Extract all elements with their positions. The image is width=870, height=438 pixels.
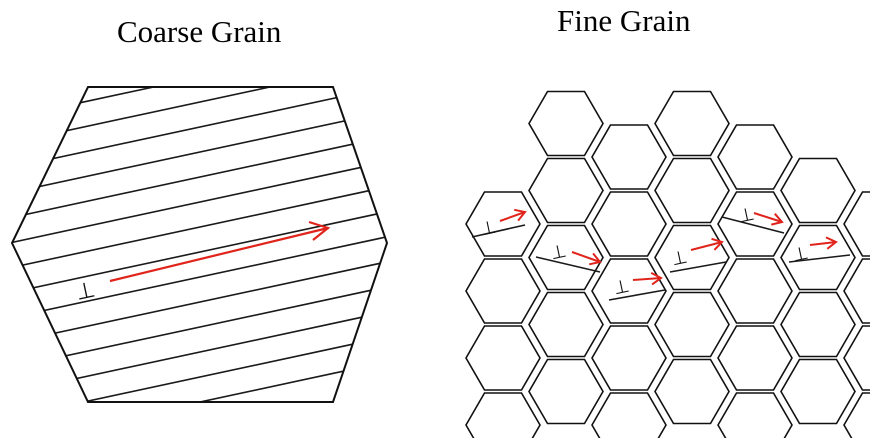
grain-cell [528,224,604,291]
slip-arrow-head [825,236,838,250]
grain-cell [780,358,856,425]
grain-cell [528,90,604,157]
slip-arrow-head [514,208,527,222]
slip-line [669,261,727,273]
slip-line [12,87,387,171]
fine-grain-title: Fine Grain [557,3,691,38]
slip-line [721,216,785,234]
grain-cell [654,358,730,425]
slip-arrow [690,241,723,251]
coarse-grain-boundary [10,86,389,403]
grain-cell [717,392,793,438]
dislocation-symbol: ⊥ [549,241,569,265]
grain-cell [780,224,856,291]
grain-cell [717,325,793,391]
coarse-grain: ⊥ [10,86,389,403]
slip-arrow [809,241,837,246]
grain-cell [843,258,870,324]
grain-cell [591,392,667,438]
grain-cell [717,191,793,257]
coarse-slip-lines [12,87,387,402]
slip-arrow-head [588,252,602,266]
grain-cell [654,291,730,358]
slip-line [12,133,387,221]
slip-line [471,224,526,238]
slip-line [12,333,387,402]
grain-cell [843,325,870,391]
slip-line [12,183,387,271]
coarse-grain-title: Coarse Grain [117,14,282,49]
slip-arrow-head [771,213,784,226]
grain-cell [654,90,730,157]
grain-cell [843,191,870,257]
grain-cell [465,392,541,438]
grain-cell [465,325,541,391]
grain-cell [591,258,667,324]
slip-line [12,358,387,402]
fine-grain: ⊥ ⊥ ⊥ ⊥ ⊥ ⊥ [465,90,870,438]
slip-line [535,256,601,273]
slip-arrow [753,212,783,223]
slip-arrow [499,211,526,222]
grain-cell [780,157,856,224]
dislocation-symbol: ⊥ [74,277,98,305]
grain-cell [717,258,793,324]
grain-cell [591,191,667,257]
grain-cell [654,157,730,224]
slip-line [788,254,851,263]
grain-cell [780,291,856,358]
slip-arrow-head [711,237,724,251]
slip-line [608,289,666,301]
grain-cell [465,258,541,324]
grain-cell [528,291,604,358]
grain-cell [591,124,667,190]
grain-cell [465,191,541,257]
dislocation-symbol: ⊥ [670,247,690,271]
grain-cell [528,157,604,224]
grain-cell [654,224,730,291]
grain-cell [843,392,870,438]
grain-cell [717,124,793,190]
dislocation-symbol: ⊥ [612,276,632,300]
fine-grain-cells [465,90,870,438]
dislocation-symbol: ⊥ [737,204,757,228]
coarse-slip-arrow [109,220,331,283]
slip-line [12,87,387,146]
grain-cell [591,325,667,391]
fine-dislocation-markers: ⊥ ⊥ ⊥ ⊥ ⊥ ⊥ [471,204,851,301]
slip-line [12,158,387,246]
slip-arrow [632,277,662,281]
grain-cell [528,358,604,425]
slip-arrow-head [650,272,663,286]
dislocation-symbol: ⊥ [791,243,811,267]
slip-line [12,208,387,296]
slip-line [12,233,387,321]
slip-line [12,283,387,371]
dislocation-symbol: ⊥ [479,217,499,241]
slip-line [12,108,387,196]
slip-arrow [571,251,601,263]
slip-line [12,258,387,346]
